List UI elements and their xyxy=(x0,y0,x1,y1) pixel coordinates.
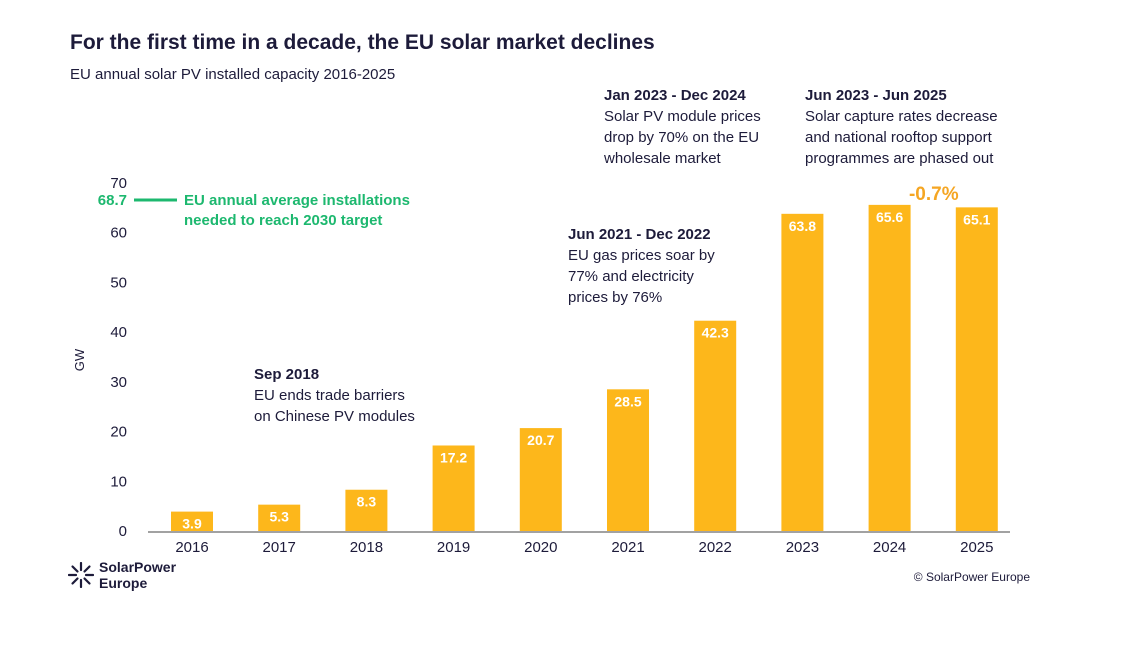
y-tick-label: 40 xyxy=(110,324,127,341)
logo-text: SolarPower Europe xyxy=(99,559,176,591)
x-tick-label: 2018 xyxy=(350,539,383,556)
y-tick-label: 10 xyxy=(110,473,127,490)
annotation-2023-2025: Jun 2023 - Jun 2025 Solar capture rates … xyxy=(805,85,998,169)
logo-line: SolarPower xyxy=(99,559,177,575)
solarpower-europe-logo: SolarPower Europe xyxy=(68,559,176,591)
x-tick-label: 2020 xyxy=(524,539,557,556)
change-label: -0.7% xyxy=(909,184,959,205)
annotation-heading: Jun 2023 - Jun 2025 xyxy=(805,87,947,104)
annotation-line: programmes are phased out xyxy=(805,150,994,167)
reference-text: needed to reach 2030 target xyxy=(184,212,382,229)
y-axis-label: GW xyxy=(72,348,87,371)
x-tick-label: 2025 xyxy=(960,539,993,556)
annotation-line: Solar PV module prices xyxy=(604,108,761,125)
chart-subtitle: EU annual solar PV installed capacity 20… xyxy=(70,66,396,83)
sun-logo-icon xyxy=(68,562,94,588)
bar-value-label: 42.3 xyxy=(702,325,729,341)
annotation-line: on Chinese PV modules xyxy=(254,408,415,425)
y-tick-label: 70 xyxy=(110,175,127,192)
annotation-line: and national rooftop support xyxy=(805,129,992,146)
bar-2025 xyxy=(955,207,998,532)
bar-value-label: 5.3 xyxy=(269,509,289,525)
x-tick-label: 2019 xyxy=(437,539,470,556)
bar-value-label: 65.1 xyxy=(963,211,990,227)
bar-2020 xyxy=(519,428,562,531)
y-tick-label: 30 xyxy=(110,374,127,391)
annotation-line: EU gas prices soar by xyxy=(568,247,715,264)
annotation-line: prices by 76% xyxy=(568,289,663,306)
bar-2016 xyxy=(171,511,213,531)
bar-value-label: 63.8 xyxy=(789,218,816,234)
bar-value-label: 17.2 xyxy=(440,449,467,465)
y-tick-label: 0 xyxy=(119,523,127,540)
bar-2021 xyxy=(607,389,649,531)
bar-2019 xyxy=(432,445,475,531)
bar-2018 xyxy=(345,489,388,531)
annotation-line: 77% and electricity xyxy=(568,268,694,285)
x-tick-label: 2023 xyxy=(786,539,819,556)
copyright: © SolarPower Europe xyxy=(913,570,1030,584)
annotation-2023: Jan 2023 - Dec 2024 Solar PV module pric… xyxy=(604,85,761,169)
annotation-line: wholesale market xyxy=(604,150,721,167)
y-tick-label: 60 xyxy=(110,225,127,242)
reference-value-label: 68.7 xyxy=(98,192,127,209)
bar-2023 xyxy=(781,213,824,531)
bar-value-label: 65.6 xyxy=(876,209,903,225)
bar-value-label: 28.5 xyxy=(614,393,641,409)
x-tick-label: 2022 xyxy=(699,539,732,556)
annotation-2018: Sep 2018 EU ends trade barriers on Chine… xyxy=(254,364,415,427)
annotation-line: drop by 70% on the EU xyxy=(604,129,760,146)
x-tick-label: 2017 xyxy=(263,539,296,556)
annotation-line: EU ends trade barriers xyxy=(254,387,405,404)
x-tick-label: 2024 xyxy=(873,539,906,556)
y-tick-label: 20 xyxy=(110,424,127,441)
bar-2022 xyxy=(694,320,737,531)
annotation-2021: Jun 2021 - Dec 2022 EU gas prices soar b… xyxy=(568,224,715,308)
bar-2017 xyxy=(258,504,301,531)
chart-title: For the first time in a decade, the EU s… xyxy=(70,31,655,54)
bar-value-label: 20.7 xyxy=(527,432,554,448)
x-tick-label: 2016 xyxy=(175,539,208,556)
annotation-line: Solar capture rates decrease xyxy=(805,108,998,125)
bar-value-label: 3.9 xyxy=(182,516,202,532)
bar-value-label: 8.3 xyxy=(357,494,377,510)
annotation-heading: Jun 2021 - Dec 2022 xyxy=(568,226,711,243)
x-tick-label: 2021 xyxy=(611,539,644,556)
bar-2024 xyxy=(868,204,911,532)
logo-line: Europe xyxy=(99,575,148,591)
annotation-heading: Sep 2018 xyxy=(254,366,320,383)
annotation-heading: Jan 2023 - Dec 2024 xyxy=(604,87,746,104)
y-tick-label: 50 xyxy=(110,274,127,291)
reference-text: EU annual average installations xyxy=(184,192,410,209)
